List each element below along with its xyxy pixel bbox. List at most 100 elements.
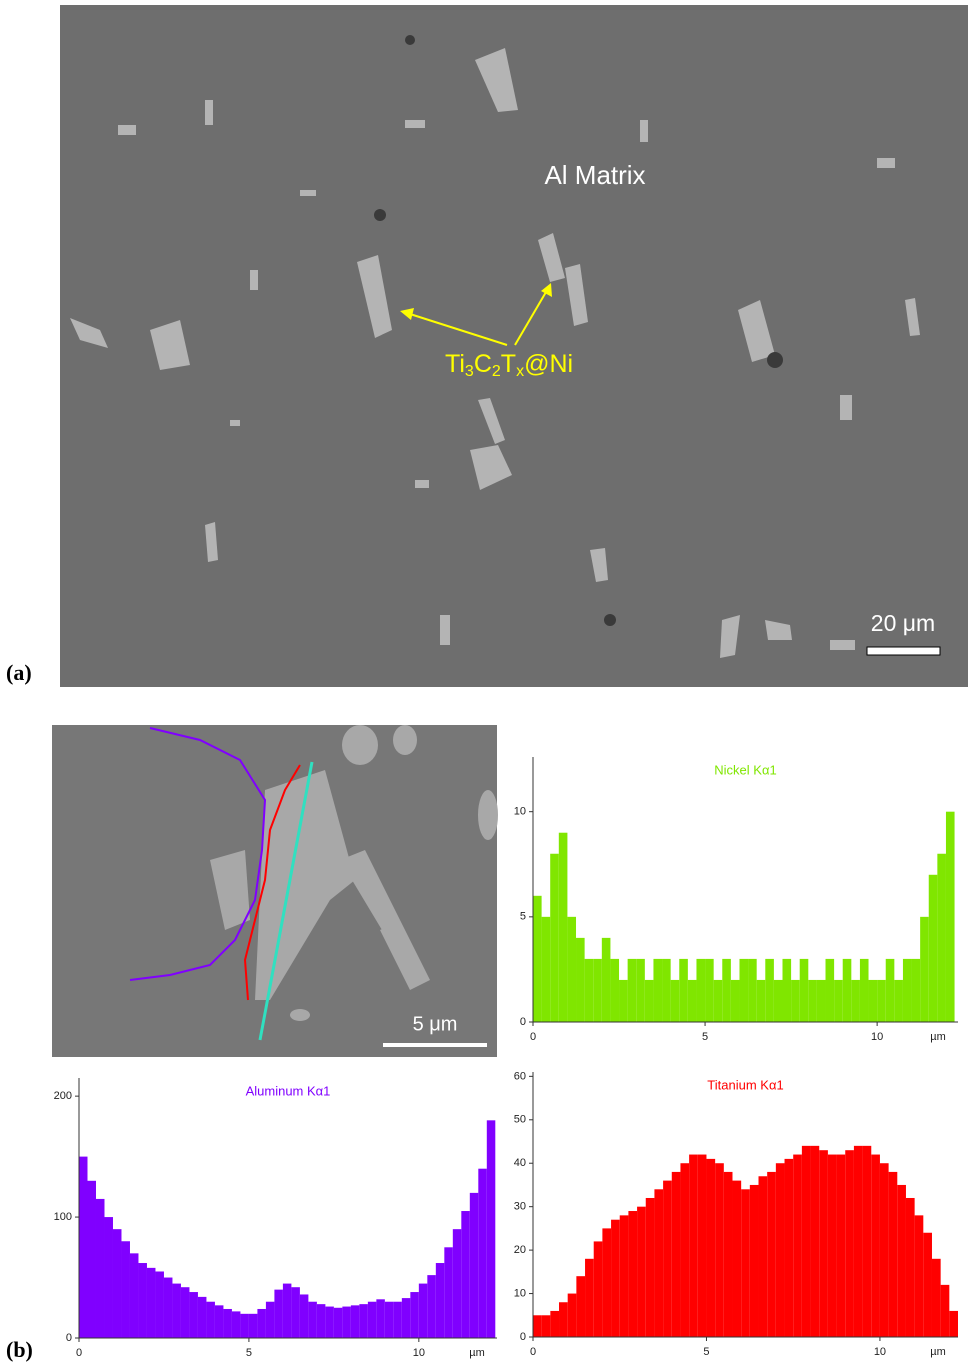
bar	[628, 959, 637, 1022]
bar	[894, 980, 903, 1022]
y-tick-label: 100	[54, 1211, 72, 1223]
bar	[113, 1229, 121, 1338]
bar	[359, 1304, 367, 1338]
bar	[662, 959, 671, 1022]
bar	[385, 1302, 393, 1338]
bar	[903, 959, 912, 1022]
bar	[138, 1263, 146, 1338]
bar	[860, 959, 869, 1022]
bar	[759, 1176, 768, 1337]
label-part: C	[474, 350, 492, 378]
bar	[886, 959, 895, 1022]
bar	[724, 1172, 733, 1337]
bar	[741, 1189, 750, 1337]
bar	[550, 1311, 559, 1337]
x-tick-label: 0	[530, 1346, 536, 1358]
x-tick-label: 5	[246, 1347, 252, 1359]
x-tick-label: 5	[703, 1346, 709, 1358]
bar	[767, 1172, 776, 1337]
chart-title: Aluminum Kα1	[246, 1083, 331, 1098]
bar	[542, 1315, 551, 1337]
bar	[748, 959, 757, 1022]
bar	[155, 1271, 163, 1338]
bar	[877, 980, 886, 1022]
bar	[715, 1163, 724, 1337]
bar	[714, 980, 723, 1022]
bar	[689, 1155, 698, 1337]
bar	[851, 980, 860, 1022]
bar	[946, 812, 955, 1022]
sem-image-a: Al Matrix Ti3C2Tx@Ni 20 μm	[60, 5, 968, 687]
x-tick-label: 10	[874, 1346, 886, 1358]
bar	[419, 1284, 427, 1338]
x-tick-label: 0	[530, 1031, 536, 1043]
bar	[189, 1292, 197, 1338]
bar	[854, 1146, 863, 1337]
bar	[487, 1120, 495, 1338]
chart-title: Titanium Kα1	[707, 1077, 783, 1092]
bar	[619, 980, 628, 1022]
bar	[164, 1278, 172, 1338]
bar	[739, 959, 748, 1022]
bar	[732, 1181, 741, 1337]
bar	[863, 1146, 872, 1337]
label-part: Ti	[445, 350, 465, 378]
x-axis-unit: µm	[469, 1347, 485, 1359]
bar	[698, 1155, 707, 1337]
sem-image-b: 5 μm	[52, 725, 498, 1057]
bar	[912, 959, 921, 1022]
bar	[121, 1241, 129, 1338]
bar	[585, 959, 594, 1022]
bar	[679, 959, 688, 1022]
bar	[637, 1207, 646, 1337]
bar	[393, 1302, 401, 1338]
bar	[602, 938, 611, 1022]
label-part: @Ni	[524, 350, 573, 378]
bar	[410, 1292, 418, 1338]
bar	[811, 1146, 820, 1337]
bar	[215, 1305, 223, 1338]
y-tick-label: 60	[514, 1070, 526, 1082]
bar	[817, 980, 826, 1022]
bar	[837, 1155, 846, 1337]
bar	[819, 1150, 828, 1337]
bar	[593, 959, 602, 1022]
bar	[181, 1287, 189, 1338]
bar	[602, 1228, 611, 1337]
bar	[206, 1302, 214, 1338]
x-tick-label: 5	[702, 1031, 708, 1043]
bar	[941, 1285, 950, 1337]
bar	[620, 1215, 629, 1337]
bar	[750, 1185, 759, 1337]
bar	[576, 938, 585, 1022]
bar	[791, 980, 800, 1022]
bar	[198, 1297, 206, 1338]
bar	[937, 854, 946, 1022]
bar	[342, 1307, 350, 1338]
x-axis-unit: µm	[930, 1031, 946, 1043]
bar	[680, 1163, 689, 1337]
bar	[949, 1311, 958, 1337]
bar	[334, 1308, 342, 1338]
bar	[402, 1298, 410, 1338]
bar	[654, 1189, 663, 1337]
bar	[351, 1305, 359, 1338]
bar	[731, 980, 740, 1022]
bar	[232, 1311, 240, 1338]
bar	[223, 1309, 231, 1338]
bar	[368, 1302, 376, 1338]
bar	[932, 1259, 941, 1337]
bar	[845, 1150, 854, 1337]
bar	[453, 1229, 461, 1338]
bar	[576, 1276, 585, 1337]
chart-title: Nickel Kα1	[714, 762, 776, 777]
bar	[550, 854, 559, 1022]
x-axis-unit: µm	[930, 1346, 946, 1358]
panel-label: (a)	[6, 660, 32, 685]
bar	[104, 1217, 112, 1338]
y-tick-label: 10	[514, 1287, 526, 1299]
panel-label: (b)	[6, 1337, 33, 1362]
bar	[906, 1198, 915, 1337]
y-tick-label: 200	[54, 1090, 72, 1102]
bar	[325, 1307, 333, 1338]
